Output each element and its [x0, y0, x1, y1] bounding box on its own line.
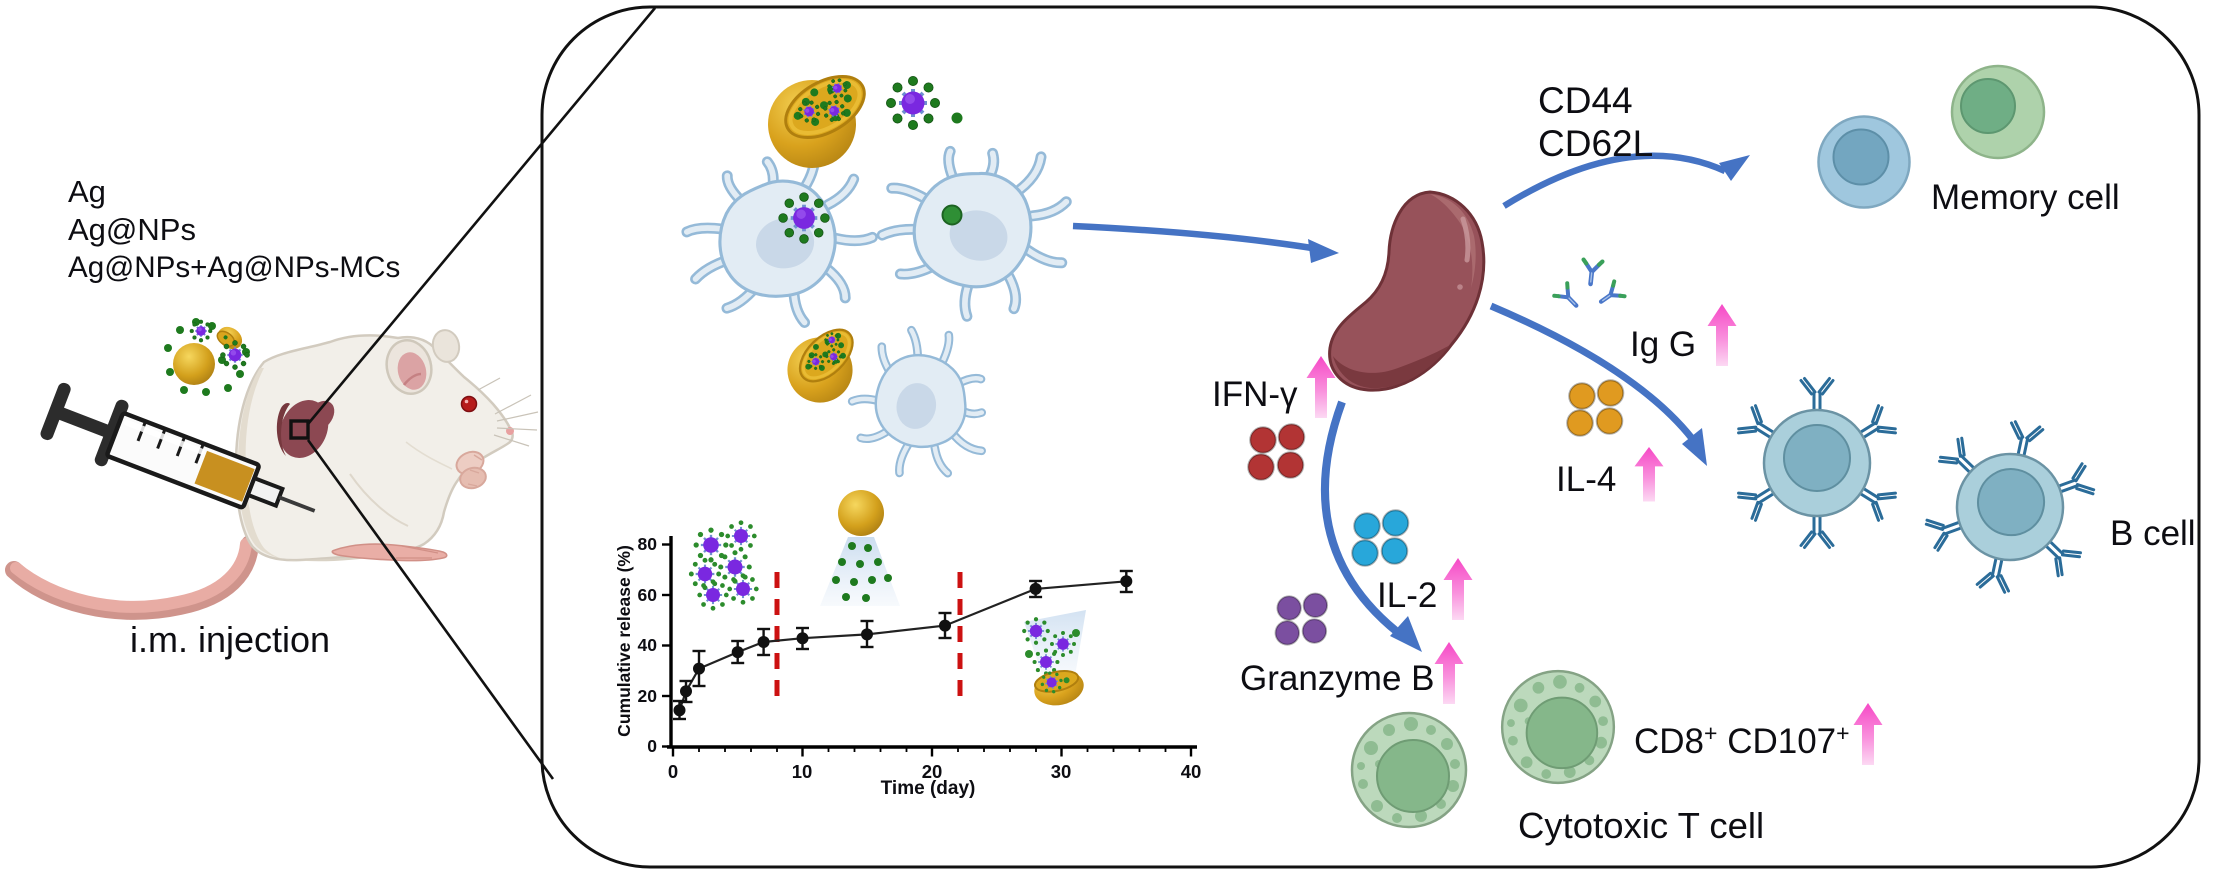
svg-text:60: 60	[638, 585, 658, 605]
svg-text:i.m. injection: i.m. injection	[130, 619, 330, 660]
svg-text:Ag@NPs+Ag@NPs-MCs: Ag@NPs+Ag@NPs-MCs	[68, 251, 400, 284]
svg-text:Granzyme B: Granzyme B	[1240, 659, 1435, 698]
svg-text:Time (day): Time (day)	[881, 778, 976, 799]
svg-text:CD62L: CD62L	[1538, 123, 1653, 164]
svg-text:IL-2: IL-2	[1377, 576, 1437, 615]
svg-text:Ag@NPs: Ag@NPs	[68, 212, 196, 247]
svg-text:CD8+ CD107+: CD8+ CD107+	[1634, 720, 1850, 761]
svg-text:0: 0	[647, 736, 657, 756]
svg-text:30: 30	[1051, 761, 1072, 782]
svg-text:20: 20	[638, 686, 658, 706]
svg-text:CD44: CD44	[1538, 80, 1633, 121]
svg-text:20: 20	[922, 761, 943, 782]
svg-text:IL-4: IL-4	[1556, 460, 1616, 499]
svg-text:Memory cell: Memory cell	[1931, 178, 2120, 217]
svg-text:Ig G: Ig G	[1630, 325, 1696, 364]
svg-text:Ag: Ag	[68, 174, 106, 209]
svg-text:80: 80	[638, 534, 658, 554]
svg-text:Cumulative release (%): Cumulative release (%)	[614, 545, 634, 737]
svg-text:B cell: B cell	[2110, 514, 2196, 553]
svg-text:Cytotoxic T cell: Cytotoxic T cell	[1518, 805, 1764, 846]
svg-text:10: 10	[792, 761, 813, 782]
svg-text:40: 40	[1181, 761, 1202, 782]
svg-text:40: 40	[638, 635, 658, 655]
svg-text:IFN-γ: IFN-γ	[1212, 375, 1298, 414]
svg-text:0: 0	[668, 761, 678, 782]
